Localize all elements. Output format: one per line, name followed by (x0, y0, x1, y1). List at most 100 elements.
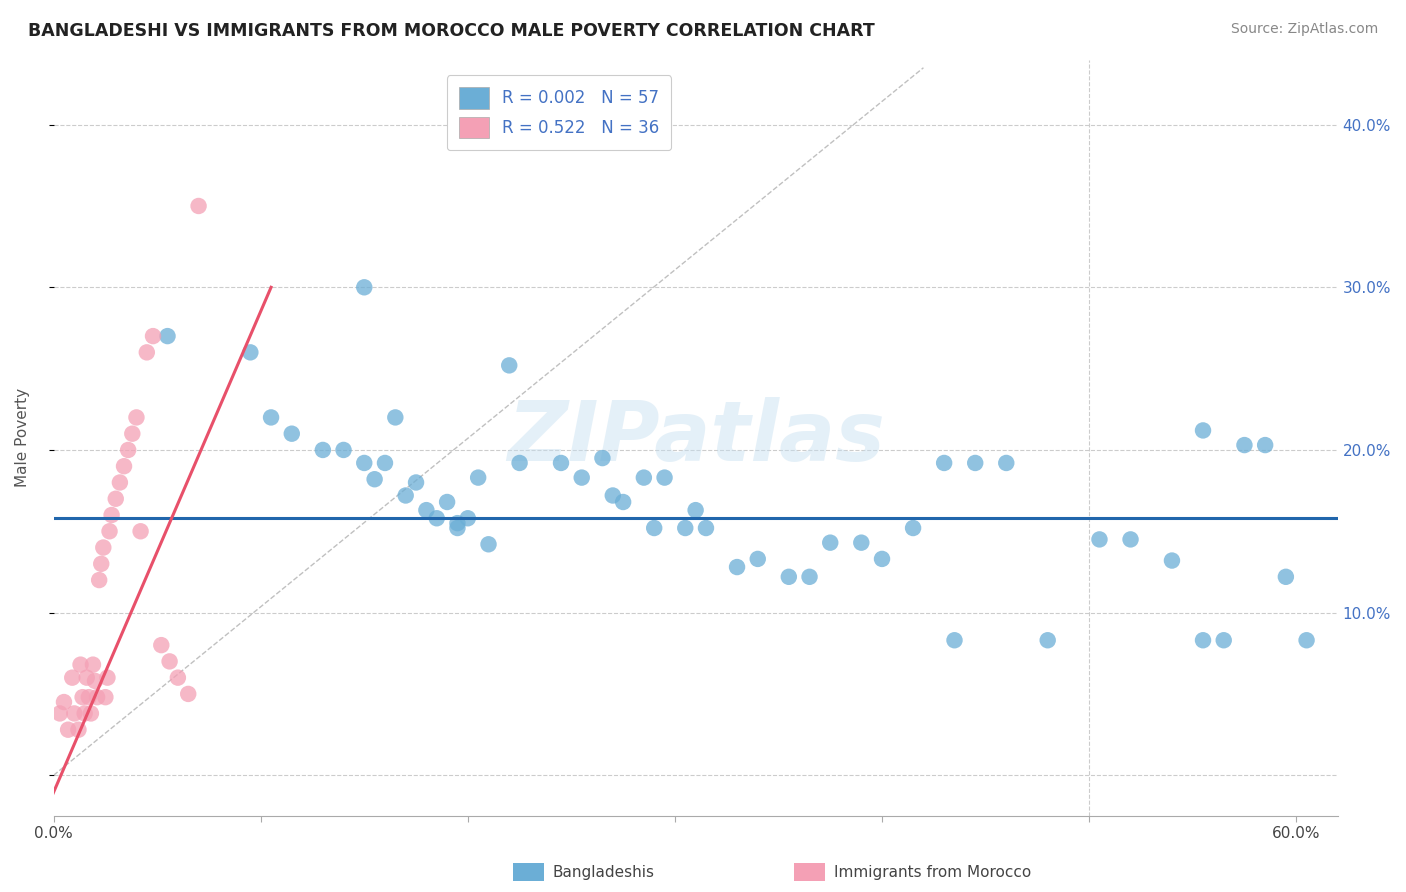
Point (332, 442, 354, 457)
Legend: R = 0.002   N = 57, R = 0.522   N = 36: R = 0.002 N = 57, R = 0.522 N = 36 (447, 76, 671, 150)
Point (457, 511, 479, 525)
Point (1192, 424, 1215, 438)
Point (395, 488, 418, 502)
Point (90, 557, 112, 571)
Point (177, 687, 200, 701)
Point (405, 475, 427, 490)
Point (77, 690, 100, 705)
Point (98, 524, 121, 539)
Point (72, 690, 94, 705)
Text: BANGLADESHI VS IMMIGRANTS FROM MOROCCO MALE POVERTY CORRELATION CHART: BANGLADESHI VS IMMIGRANTS FROM MOROCCO M… (28, 22, 875, 40)
Text: Source: ZipAtlas.com: Source: ZipAtlas.com (1230, 22, 1378, 37)
Point (446, 516, 468, 530)
Point (633, 470, 655, 484)
Point (363, 472, 385, 486)
Point (49, 706, 72, 721)
Point (96, 671, 118, 685)
Point (695, 521, 717, 535)
Point (142, 329, 165, 343)
Point (725, 560, 748, 574)
Point (1212, 633, 1234, 648)
Point (1161, 553, 1184, 567)
Point (934, 456, 956, 470)
Point (818, 535, 841, 549)
Point (150, 638, 173, 652)
Point (121, 426, 143, 441)
Point (159, 654, 181, 668)
Point (673, 521, 696, 535)
Text: Immigrants from Morocco: Immigrants from Morocco (834, 865, 1031, 880)
Point (550, 456, 572, 470)
Point (612, 495, 634, 509)
Point (84, 673, 107, 688)
Point (135, 345, 157, 359)
Point (60, 671, 83, 685)
Point (943, 633, 966, 648)
Point (69, 657, 91, 672)
Point (1192, 633, 1215, 648)
Point (1088, 533, 1111, 547)
Point (498, 359, 520, 373)
Point (643, 521, 665, 535)
Point (685, 503, 707, 517)
Point (654, 470, 676, 484)
Point (187, 199, 209, 213)
Point (571, 470, 593, 484)
Point (870, 552, 893, 566)
Point (82, 657, 104, 672)
Point (239, 345, 262, 359)
Point (436, 495, 458, 509)
Point (91, 541, 114, 555)
Point (94, 690, 117, 705)
Point (89, 573, 111, 587)
Point (52, 695, 75, 709)
Point (104, 491, 127, 506)
Point (108, 475, 131, 490)
Point (415, 503, 437, 517)
Point (509, 456, 531, 470)
Point (56, 723, 79, 737)
Point (799, 570, 821, 584)
Point (602, 488, 624, 502)
Text: Bangladeshis: Bangladeshis (553, 865, 655, 880)
Point (467, 470, 489, 484)
Point (125, 410, 148, 425)
Point (851, 535, 873, 549)
Point (80, 706, 103, 721)
Point (1233, 438, 1256, 452)
Point (260, 410, 283, 425)
Point (112, 459, 135, 474)
Point (901, 521, 924, 535)
Point (353, 280, 375, 294)
Point (100, 508, 122, 522)
Point (778, 570, 800, 584)
Point (384, 410, 406, 425)
Point (281, 426, 304, 441)
Point (1036, 633, 1059, 648)
Point (995, 456, 1018, 470)
Point (446, 521, 468, 535)
Point (67, 723, 90, 737)
Point (1119, 533, 1142, 547)
Point (426, 511, 449, 525)
Point (747, 552, 769, 566)
Point (1275, 570, 1298, 584)
Point (312, 442, 335, 457)
Point (117, 442, 139, 457)
Point (76, 671, 98, 685)
Point (1295, 633, 1317, 648)
Point (591, 451, 613, 466)
Point (374, 456, 396, 470)
Point (1254, 438, 1277, 452)
Point (156, 329, 179, 343)
Point (73, 706, 96, 721)
Point (353, 456, 375, 470)
Point (477, 537, 499, 551)
Point (86, 690, 108, 705)
Point (63, 706, 86, 721)
Point (965, 456, 987, 470)
Y-axis label: Male Poverty: Male Poverty (15, 388, 30, 487)
Text: ZIPatlas: ZIPatlas (506, 397, 884, 478)
Point (129, 524, 152, 539)
Point (167, 671, 190, 685)
